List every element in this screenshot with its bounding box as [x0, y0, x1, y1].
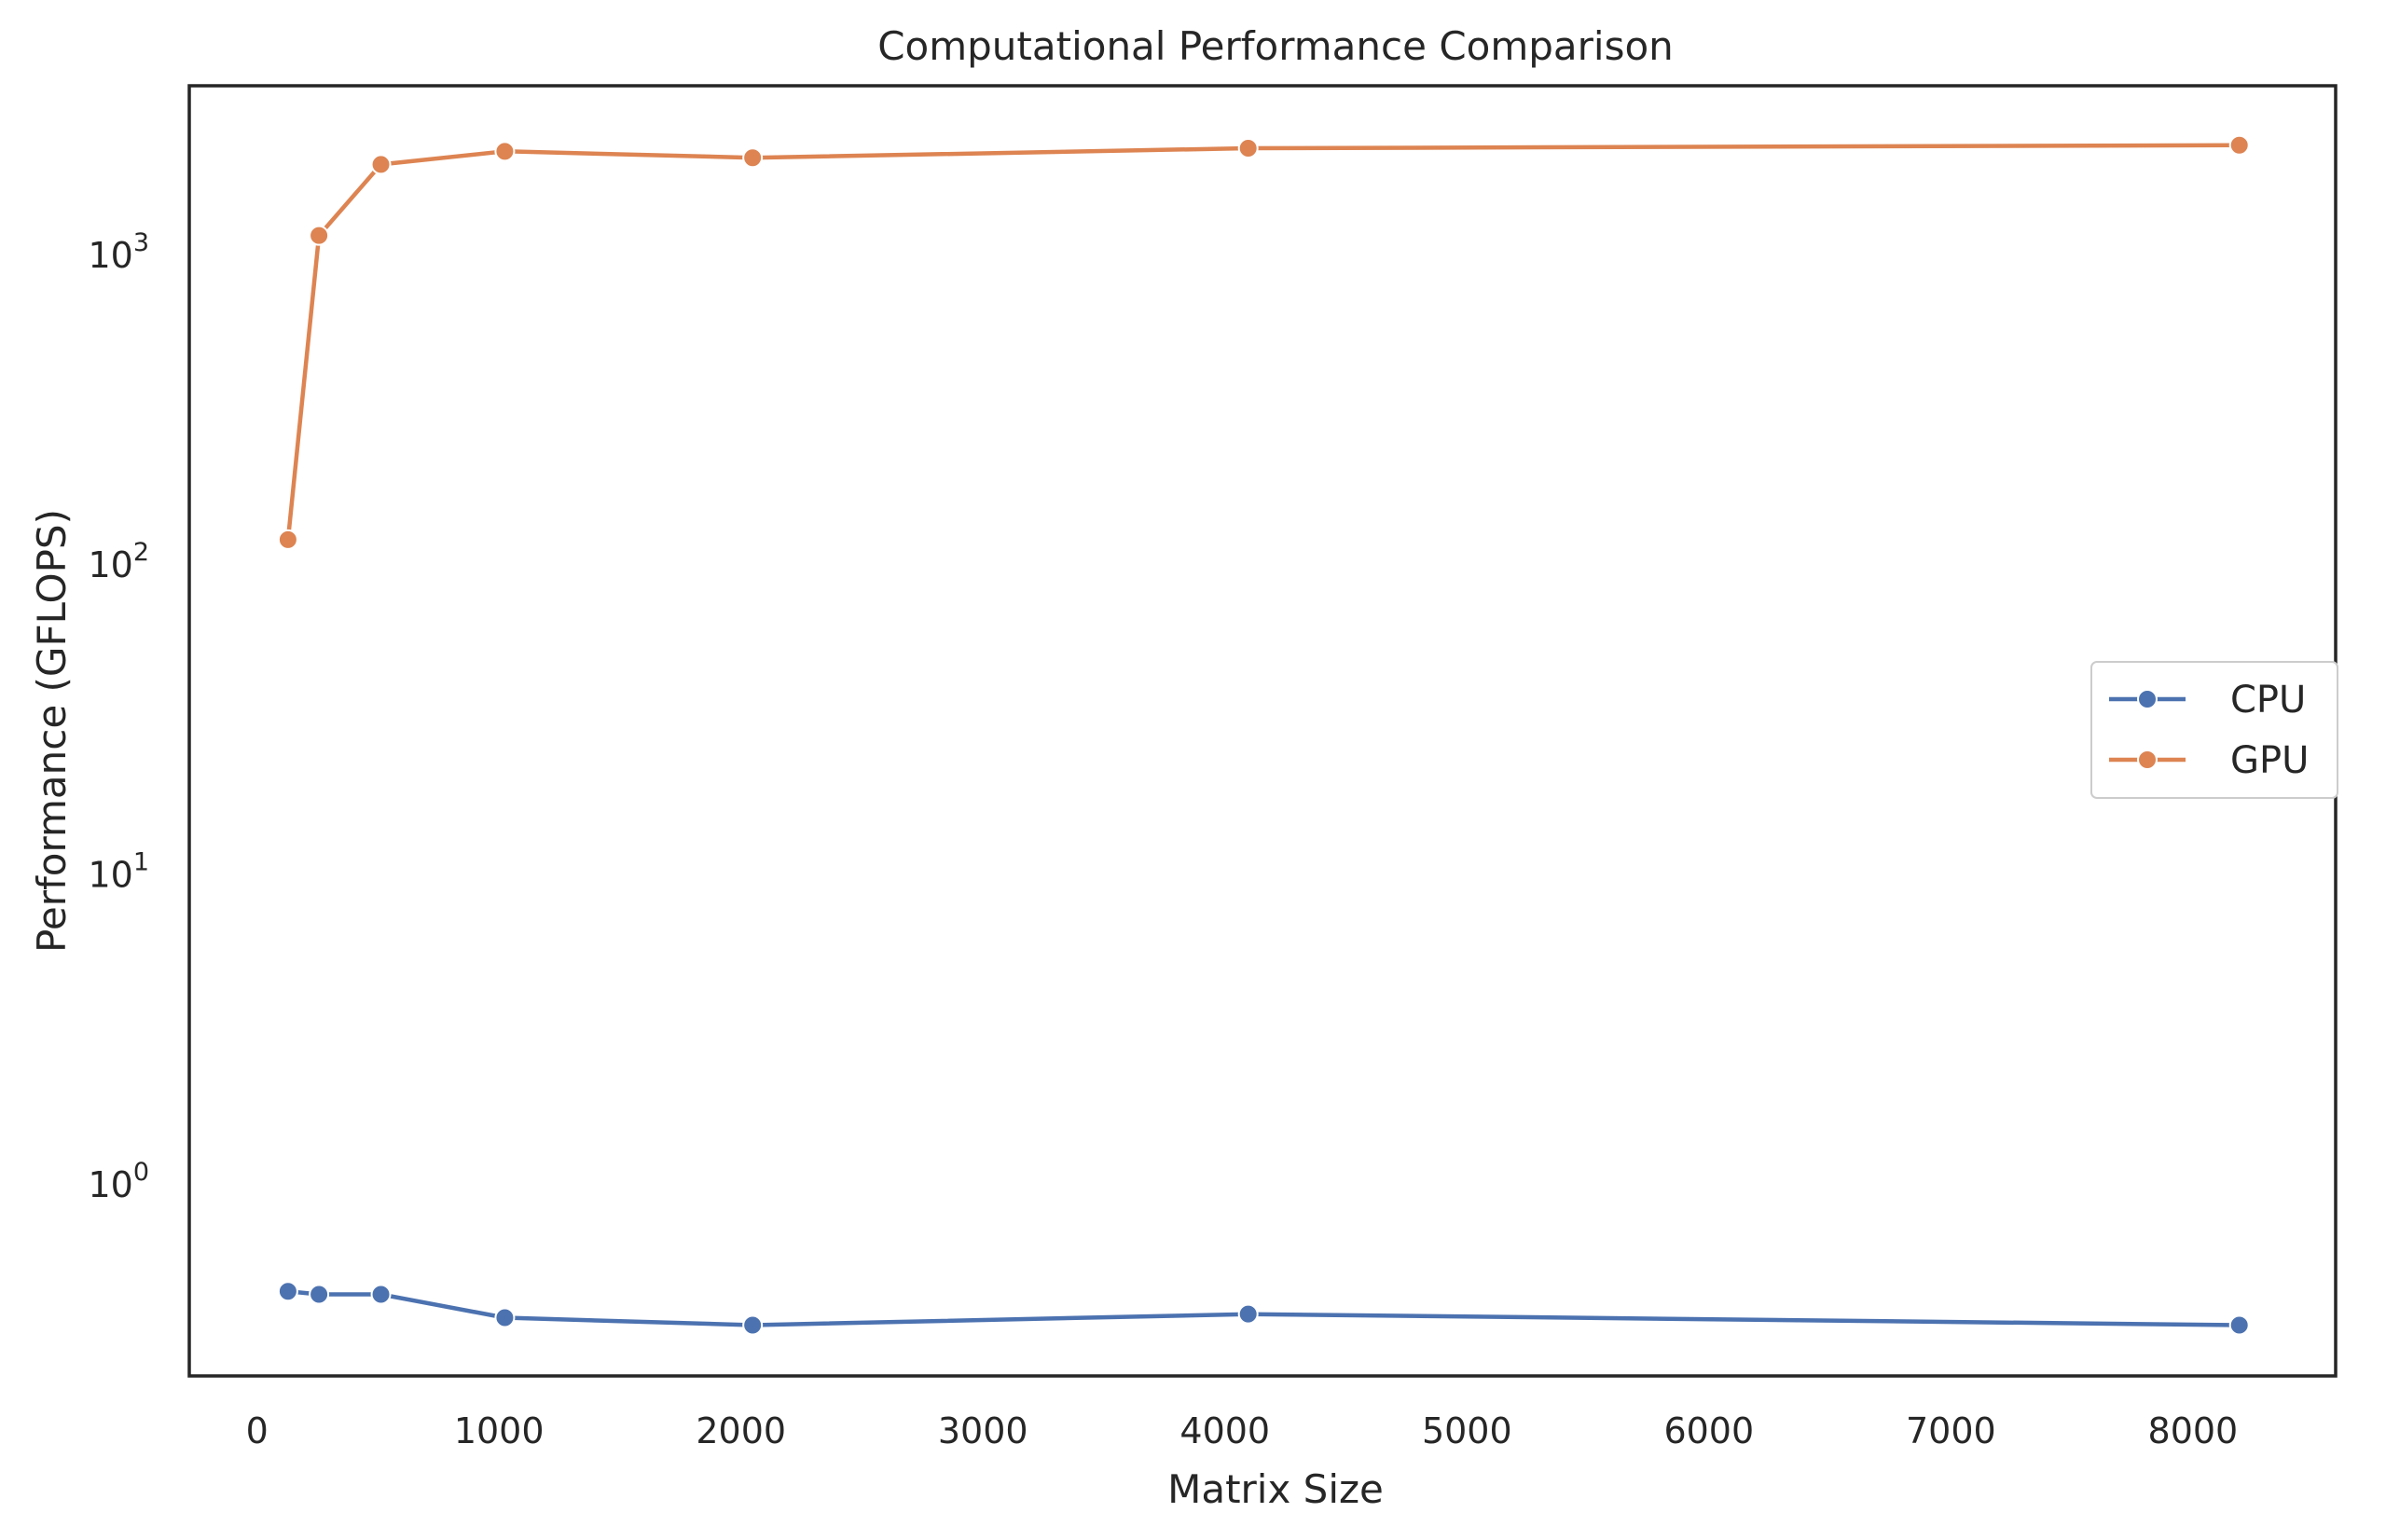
legend-item-cpu: CPU	[2109, 679, 2306, 722]
gpu-point	[370, 154, 392, 175]
gpu-series	[277, 134, 2250, 550]
x-axis-label: Matrix Size	[1167, 1466, 1384, 1512]
cpu-point	[309, 1284, 330, 1305]
legend-item-gpu: GPU	[2109, 739, 2309, 782]
cpu-point	[742, 1314, 764, 1336]
gpu-point	[1237, 138, 1259, 159]
gpu-point	[277, 529, 298, 550]
x-tick-label: 5000	[1422, 1410, 1512, 1451]
cpu-point	[494, 1307, 516, 1328]
x-tick-label: 4000	[1179, 1410, 1270, 1451]
y-tick-label: 102	[88, 538, 149, 585]
x-tick-label: 1000	[454, 1410, 545, 1451]
x-tick-label: 8000	[2148, 1410, 2239, 1451]
series-layer	[277, 134, 2250, 1336]
legend-marker-gpu	[2137, 749, 2158, 770]
chart-title: Computational Performance Comparison	[877, 23, 1674, 69]
cpu-point	[2228, 1314, 2250, 1336]
legend-label-gpu: GPU	[2230, 739, 2309, 782]
legend-label-cpu: CPU	[2230, 679, 2306, 722]
y-tick-label: 103	[88, 228, 149, 276]
cpu-point	[370, 1284, 392, 1305]
gpu-point	[494, 141, 516, 162]
x-tick-label: 2000	[696, 1410, 786, 1451]
gpu-point	[309, 225, 330, 246]
cpu-point	[277, 1281, 298, 1302]
legend: CPU GPU	[2090, 661, 2338, 799]
x-tick-label: 6000	[1663, 1410, 1754, 1451]
gpu-point	[2228, 134, 2250, 156]
y-axis-ticks: 100 101 102 103	[88, 228, 149, 1205]
legend-marker-cpu	[2137, 689, 2158, 709]
y-axis-label: Performance (GFLOPS)	[29, 509, 75, 953]
y-tick-label: 101	[88, 848, 149, 896]
x-tick-label: 0	[246, 1410, 269, 1451]
cpu-series	[277, 1281, 2250, 1336]
gpu-point	[742, 147, 764, 169]
x-axis-ticks: 0 1000 2000 3000 4000 5000 6000 7000 8000	[246, 1410, 2239, 1451]
cpu-point	[1237, 1303, 1259, 1325]
x-tick-label: 7000	[1906, 1410, 1996, 1451]
x-tick-label: 3000	[938, 1410, 1028, 1451]
y-tick-label: 100	[88, 1158, 149, 1205]
